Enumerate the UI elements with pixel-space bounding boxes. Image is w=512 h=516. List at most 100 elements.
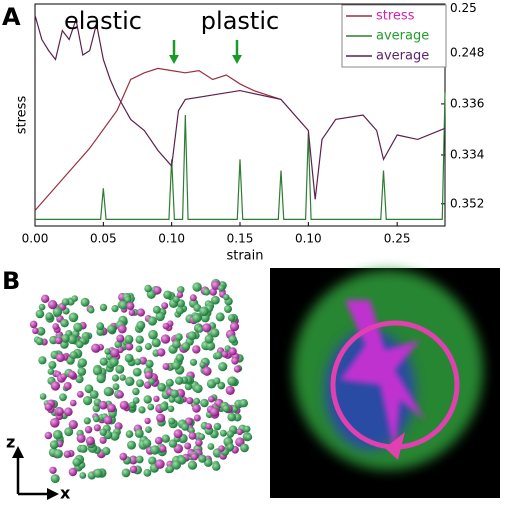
- particle: [63, 450, 71, 458]
- particle: [210, 328, 220, 338]
- particle: [138, 406, 146, 414]
- particle: [199, 306, 209, 317]
- particle: [117, 324, 127, 334]
- particle: [61, 334, 70, 343]
- particle: [104, 348, 111, 355]
- particle: [64, 427, 74, 437]
- particle: [159, 445, 167, 453]
- particle: [144, 284, 152, 293]
- particle: [154, 436, 163, 445]
- particle: [48, 361, 57, 369]
- particle: [55, 353, 65, 363]
- particle: [143, 395, 152, 404]
- particle: [153, 395, 160, 402]
- particle: [174, 395, 182, 404]
- particle: [35, 309, 45, 319]
- particle: [38, 303, 46, 311]
- particle: [186, 397, 194, 405]
- x-axis-label: strain: [226, 249, 263, 264]
- particle: [221, 350, 229, 358]
- particle: [223, 294, 230, 301]
- particle: [44, 402, 53, 411]
- particle: [150, 445, 160, 455]
- particle: [132, 367, 142, 377]
- particle: [50, 381, 61, 391]
- particle: [85, 436, 95, 446]
- particle: [240, 443, 249, 453]
- particle: [200, 398, 209, 408]
- particle: [49, 440, 59, 450]
- x-tick-label: 0.05: [90, 232, 117, 246]
- particle: [98, 400, 108, 410]
- particle: [79, 444, 88, 453]
- annotation-arrow-head: [232, 55, 242, 64]
- particle: [205, 423, 212, 430]
- particle: [60, 319, 69, 328]
- particle: [79, 472, 87, 479]
- particle: [193, 414, 201, 422]
- particle: [50, 418, 60, 428]
- legend-label: average: [376, 49, 429, 64]
- particle: [56, 407, 64, 415]
- particle: [110, 348, 120, 358]
- particle: [61, 298, 70, 306]
- particle: [49, 466, 57, 474]
- x-tick-label: 0.10: [158, 232, 185, 246]
- particle: [228, 347, 237, 356]
- particle: [67, 334, 77, 345]
- particle: [148, 329, 158, 340]
- particle: [63, 407, 73, 417]
- particle: [226, 443, 235, 451]
- particle: [92, 404, 101, 413]
- particle: [45, 312, 54, 321]
- particle: [44, 431, 53, 440]
- particle: [59, 393, 67, 402]
- particle: [96, 373, 106, 384]
- particle: [132, 397, 140, 404]
- particle: [176, 291, 184, 299]
- particle: [231, 357, 239, 365]
- particle: [118, 300, 128, 310]
- y2-tick-label: 0.334: [450, 147, 484, 161]
- particle: [213, 377, 221, 385]
- particle: [222, 404, 230, 413]
- particle: [227, 314, 236, 322]
- particle: [173, 429, 183, 439]
- particle: [36, 326, 46, 336]
- particle: [156, 413, 166, 423]
- particle: [68, 467, 78, 477]
- particle: [229, 322, 240, 332]
- panel-label: A: [2, 3, 21, 31]
- particle: [38, 356, 47, 365]
- particle: [192, 313, 202, 323]
- particle: [192, 403, 201, 413]
- particle: [181, 423, 190, 431]
- particle: [92, 366, 103, 376]
- particle: [152, 305, 161, 314]
- particle: [107, 324, 116, 334]
- particle: [91, 343, 101, 353]
- particle: [119, 374, 126, 381]
- particle: [96, 322, 105, 331]
- particle: [181, 342, 191, 351]
- particle: [151, 338, 161, 348]
- particle: [116, 390, 124, 399]
- particle: [135, 455, 144, 464]
- panel-label: B: [2, 267, 20, 295]
- density-render: [270, 268, 500, 498]
- particle: [168, 396, 176, 403]
- particle: [35, 337, 44, 346]
- particle: [84, 426, 93, 434]
- particle: [175, 376, 184, 385]
- particle: [203, 458, 213, 467]
- particle: [53, 429, 63, 440]
- particle: [99, 436, 107, 444]
- particle: [147, 316, 157, 326]
- particle: [29, 320, 38, 329]
- particle: [63, 382, 72, 390]
- particle: [208, 395, 215, 403]
- particle: [103, 415, 113, 425]
- particle: [83, 417, 91, 425]
- particle: [187, 331, 197, 341]
- legend-label: average: [376, 29, 429, 44]
